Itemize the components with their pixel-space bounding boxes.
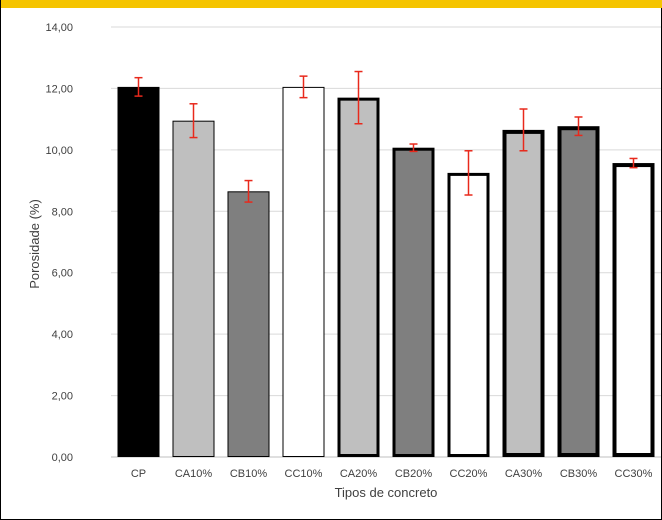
x-tick-label: CA10% — [175, 468, 213, 480]
y-tick-label: 0,00 — [52, 452, 73, 464]
error-bars — [134, 70, 638, 203]
x-axis-label: Tipos de concreto — [335, 485, 438, 500]
x-tick-label: CB30% — [560, 468, 598, 480]
y-tick-label: 4,00 — [52, 329, 73, 341]
bar-cc30pct — [612, 163, 655, 457]
x-tick-label: CC20% — [450, 468, 488, 480]
bar-ca10pct — [172, 120, 215, 458]
x-tick-label: CC10% — [285, 468, 323, 480]
x-tick-label: CB20% — [395, 468, 433, 480]
x-tick-label: CA30% — [505, 468, 543, 480]
x-tick-label: CB10% — [230, 468, 268, 480]
y-tick-labels: 0,00 2,00 4,00 6,00 8,00 10,00 12,00 14,00 — [45, 22, 73, 464]
top-accent-bar — [1, 0, 662, 8]
bar-cp — [117, 86, 160, 458]
bars — [117, 86, 655, 458]
y-axis-label: Porosidade (%) — [27, 199, 42, 289]
bar-ca20pct — [337, 97, 380, 458]
bar-cb20pct — [392, 147, 435, 457]
y-tick-label: 10,00 — [45, 145, 73, 157]
bar-cc20pct — [447, 172, 490, 457]
bar-cb30pct — [557, 126, 600, 457]
x-tick-labels: CP CA10% CB10% CC10% CA20% CB20% CC20% CA30% CB3… — [131, 468, 653, 480]
y-tick-label: 8,00 — [52, 206, 73, 218]
bar-ca30pct — [502, 129, 545, 457]
bar-cc10pct — [282, 86, 325, 458]
y-tick-label: 14,00 — [45, 22, 73, 34]
x-tick-label: CA20% — [340, 468, 378, 480]
y-tick-label: 6,00 — [52, 268, 73, 280]
y-tick-label: 12,00 — [45, 83, 73, 95]
x-tick-label: CP — [131, 468, 146, 480]
bar-cb10pct — [227, 191, 270, 457]
x-tick-label: CC30% — [615, 468, 653, 480]
y-tick-label: 2,00 — [52, 391, 73, 403]
